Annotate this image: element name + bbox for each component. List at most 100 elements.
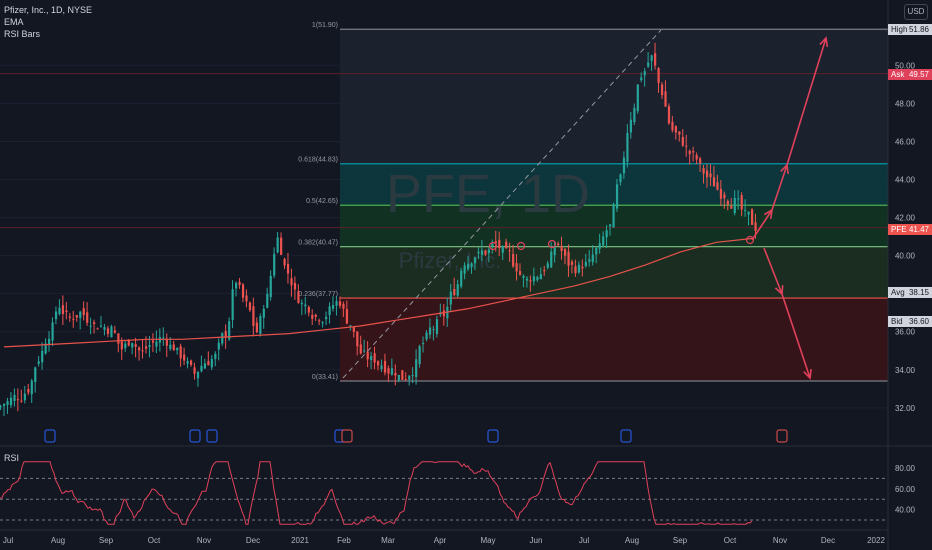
candle-body	[259, 316, 262, 334]
time-tick-label: Nov	[773, 536, 787, 545]
candle-body	[228, 321, 231, 340]
rsi-tick-label: 40.00	[895, 506, 916, 515]
time-tick-label: Sep	[99, 536, 114, 545]
candle-body	[467, 263, 470, 270]
candle-body	[214, 353, 217, 360]
candle-body	[629, 119, 632, 133]
time-tick-label: Aug	[625, 536, 639, 545]
projection-arrow[interactable]	[763, 247, 783, 295]
candle-body	[577, 264, 581, 273]
candle-body	[311, 314, 314, 319]
candle-body	[660, 84, 664, 96]
candle-body	[248, 302, 252, 311]
earnings-event-icon[interactable]	[341, 429, 353, 443]
candle-body	[345, 309, 349, 324]
candle-body	[508, 250, 511, 252]
earnings-event-icon[interactable]	[206, 429, 218, 443]
candle-body	[529, 280, 532, 282]
time-tick-label: Jul	[579, 536, 589, 545]
candle-body	[117, 333, 120, 344]
candle-body	[30, 380, 33, 395]
candle-body	[657, 68, 660, 83]
candle-body	[172, 344, 175, 351]
candle-body	[179, 346, 182, 359]
candle-body	[186, 361, 189, 364]
candle-body	[183, 354, 186, 361]
candle-body	[633, 107, 636, 123]
projection-arrow[interactable]	[771, 164, 788, 211]
candle-body	[712, 177, 716, 187]
candle-body	[151, 340, 155, 343]
candle-body	[349, 325, 352, 327]
rsi-bars-label[interactable]: RSI Bars	[4, 29, 41, 39]
candle-body	[626, 132, 629, 162]
candle-body	[75, 315, 78, 318]
candle-body	[699, 158, 702, 164]
symbol-title[interactable]: Pfizer, Inc., 1D, NYSE	[4, 5, 93, 15]
candle-body	[515, 263, 518, 272]
fib-zone	[340, 29, 888, 164]
candlestick-series	[0, 42, 757, 417]
candle-body	[456, 284, 459, 296]
candle-body	[363, 350, 366, 352]
candle-body	[96, 328, 99, 330]
candle-body	[584, 261, 587, 267]
candle-body	[525, 278, 529, 281]
candle-body	[723, 194, 726, 199]
candle-body	[477, 251, 480, 254]
pivot-marker[interactable]	[745, 235, 755, 245]
candle-body	[196, 371, 200, 379]
price-tick-label: 36.00	[895, 328, 916, 337]
candle-body	[41, 350, 44, 363]
candle-body	[210, 358, 213, 368]
projection-arrows	[488, 36, 829, 380]
time-tick-label: Apr	[434, 536, 447, 545]
earnings-event-icon[interactable]	[620, 429, 632, 443]
fib-level-label: 0.382(40.47)	[298, 240, 338, 247]
projection-arrow[interactable]	[786, 37, 827, 166]
candle-body	[203, 363, 207, 369]
candle-body	[89, 325, 92, 327]
trend-line-dashed[interactable]	[342, 29, 662, 379]
pivot-marker[interactable]	[547, 239, 557, 249]
candle-body	[110, 326, 113, 338]
currency-button[interactable]: USD	[904, 4, 928, 20]
pivot-marker[interactable]	[516, 241, 526, 251]
candle-body	[695, 155, 698, 160]
candle-body	[536, 277, 539, 280]
time-tick-label: Oct	[724, 536, 737, 545]
time-tick-label: Dec	[246, 536, 260, 545]
candle-body	[318, 320, 321, 322]
candle-body	[387, 368, 390, 374]
candle-body	[539, 274, 542, 280]
event-markers	[44, 429, 788, 443]
candle-body	[615, 184, 619, 209]
candle-body	[581, 266, 584, 269]
projection-arrow[interactable]	[751, 209, 773, 241]
candle-body	[176, 347, 179, 351]
candle-body	[522, 275, 525, 278]
candle-body	[290, 278, 293, 286]
candle-body	[328, 306, 331, 316]
candle-body	[518, 271, 522, 275]
earnings-event-icon[interactable]	[44, 429, 56, 443]
earnings-event-icon[interactable]	[776, 429, 788, 443]
candle-body	[619, 174, 622, 182]
candle-body	[726, 200, 729, 205]
earnings-event-icon[interactable]	[487, 429, 499, 443]
fib-zone	[340, 298, 888, 381]
pivot-marker[interactable]	[488, 241, 498, 251]
ema-indicator-label[interactable]: EMA	[4, 17, 24, 27]
candle-body	[737, 198, 740, 200]
candle-body	[570, 261, 574, 265]
projection-arrow[interactable]	[781, 293, 811, 379]
candle-body	[408, 375, 411, 380]
candle-body	[394, 372, 397, 376]
candle-body	[705, 170, 709, 178]
candle-body	[106, 328, 110, 334]
earnings-event-icon[interactable]	[189, 429, 201, 443]
candle-body	[113, 330, 117, 333]
candle-body	[235, 282, 238, 289]
candle-body	[3, 404, 6, 406]
